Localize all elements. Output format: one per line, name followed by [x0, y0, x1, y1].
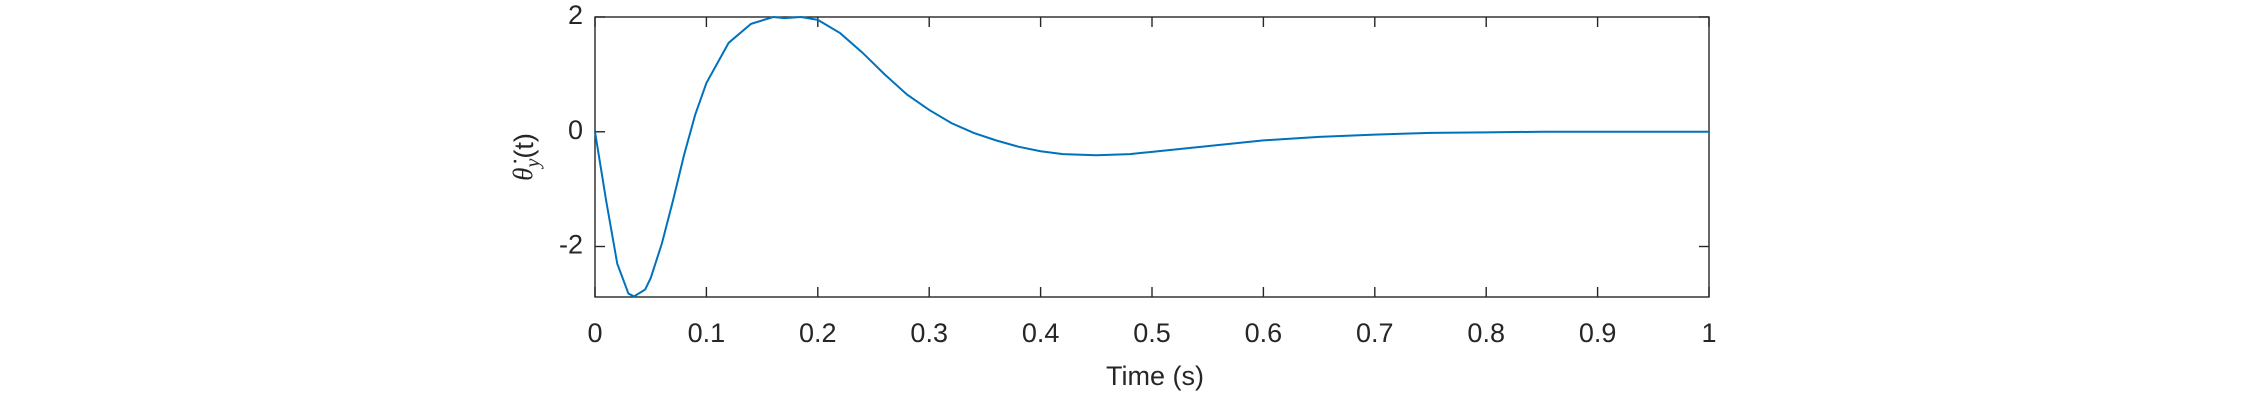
- x-axis-label: Time (s): [1106, 361, 1204, 391]
- y-label-sub: y: [522, 159, 544, 170]
- x-tick-label: 0.8: [1467, 318, 1505, 348]
- x-tick-label: 0.5: [1133, 318, 1171, 348]
- x-tick-label: 0.4: [1022, 318, 1060, 348]
- y-tick-label: 2: [568, 0, 583, 30]
- x-tick-label: 0.1: [688, 318, 726, 348]
- x-tick-label: 0: [587, 318, 602, 348]
- axes-box: [594, 16, 1710, 298]
- y-label-rest: (t): [509, 133, 539, 158]
- x-tick-label: 0.7: [1356, 318, 1394, 348]
- x-tick-label: 0.9: [1579, 318, 1617, 348]
- x-tick-label: 1: [1701, 318, 1716, 348]
- x-tick-label: 0.2: [799, 318, 837, 348]
- data-line: [594, 15, 1709, 298]
- x-tick-label: 0.3: [910, 318, 948, 348]
- x-tick-label: 0.6: [1245, 318, 1283, 348]
- y-tick-label: -2: [559, 230, 583, 260]
- y-tick-label: 0: [568, 115, 583, 145]
